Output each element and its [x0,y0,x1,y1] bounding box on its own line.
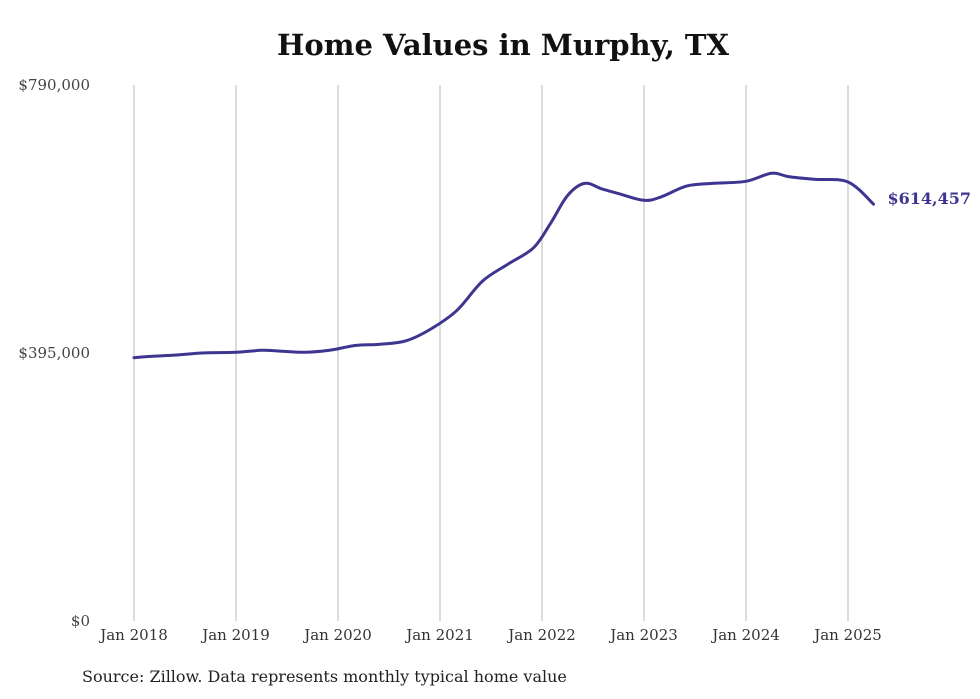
x-tick-label: Jan 2019 [200,626,270,644]
y-tick-label: $790,000 [18,76,90,94]
series-layer [132,171,875,360]
source-note: Source: Zillow. Data represents monthly … [82,667,567,686]
chart-title: Home Values in Murphy, TX [277,28,729,62]
x-axis-ticks: Jan 2018 Jan 2019 Jan 2020 Jan 2021 Jan 2022… [98,626,882,644]
x-tick-label: Jan 2025 [812,626,882,644]
y-axis-ticks: $0 $395,000 $790,000 [18,76,90,630]
x-tick-label: Jan 2020 [302,626,372,644]
x-tick-label: Jan 2023 [608,626,678,644]
y-tick-label: $395,000 [18,344,90,362]
line-chart: $0$395,000$790,000 Jan 2018 Jan 2019 Jan 2… [18,76,972,644]
y-tick-label: $0 [71,612,90,630]
end-label-layer: $614,457 [888,189,972,208]
x-tick-label: Jan 2024 [710,626,780,644]
end-value-label: $614,457 [888,189,972,208]
x-tick-label: Jan 2018 [98,626,168,644]
x-tick-label: Jan 2022 [506,626,576,644]
series-line [132,171,875,360]
x-tick-label: Jan 2021 [404,626,474,644]
